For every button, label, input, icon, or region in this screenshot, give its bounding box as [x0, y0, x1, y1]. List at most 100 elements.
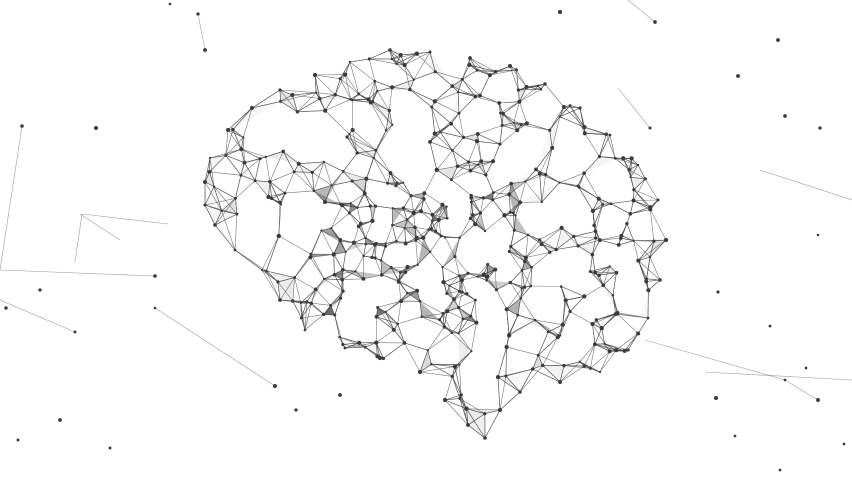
brain-node: [329, 303, 333, 307]
brain-edge: [266, 270, 279, 283]
brain-facet: [487, 264, 496, 277]
brain-edge: [413, 192, 425, 213]
brain-edge: [509, 65, 527, 88]
brain-edge: [375, 205, 393, 209]
brain-facet: [493, 125, 503, 162]
brain-facet: [334, 269, 343, 280]
brain-edge: [280, 94, 293, 102]
brain-edge: [633, 240, 639, 261]
stray-node: [273, 384, 277, 388]
brain-node: [430, 105, 434, 109]
brain-edge: [432, 214, 448, 219]
brain-edge: [292, 92, 317, 96]
brain-node: [509, 210, 512, 214]
brain-node: [358, 221, 363, 226]
brain-node: [442, 281, 446, 284]
brain-node: [348, 132, 351, 136]
brain-node: [493, 69, 498, 74]
brain-node: [559, 225, 564, 230]
brain-node: [403, 226, 406, 230]
brain-node: [432, 131, 437, 136]
brain-edge: [387, 182, 404, 184]
brain-node: [473, 298, 477, 302]
brain-edge: [374, 257, 383, 276]
brain-edge: [458, 292, 463, 308]
brain-facet: [404, 219, 415, 229]
brain-node: [430, 362, 433, 366]
brain-node: [224, 153, 228, 157]
brain-edge: [243, 107, 253, 138]
brain-edge: [458, 307, 477, 323]
brain-node: [402, 62, 407, 68]
brain-edge: [283, 151, 299, 164]
brain-edge: [521, 124, 550, 131]
brain-edge: [599, 349, 617, 373]
brain-edge: [235, 175, 242, 199]
brain-edge: [531, 252, 550, 268]
brain-facet: [483, 192, 494, 200]
brain-edge: [537, 336, 559, 356]
brain-node: [497, 407, 503, 413]
brain-edge: [227, 129, 242, 150]
brain-edge: [506, 346, 539, 356]
brain-edge: [470, 212, 481, 219]
brain-edge: [429, 51, 436, 72]
stray-node: [73, 330, 77, 334]
brain-facet: [463, 134, 478, 142]
brain-edge: [494, 269, 497, 290]
brain-node: [614, 347, 619, 353]
brain-edge: [499, 129, 518, 145]
brain-edge: [646, 278, 661, 281]
brain-edge: [214, 210, 222, 226]
brain-edge: [353, 237, 366, 243]
brain-edge: [577, 245, 593, 255]
brain-node: [523, 255, 528, 260]
brain-node: [500, 123, 504, 127]
brain-edge: [392, 79, 414, 88]
brain-edge: [497, 346, 507, 378]
brain-edge: [340, 239, 354, 243]
brain-edge: [475, 300, 477, 323]
brain-edge: [470, 218, 486, 232]
brain-nodes: [202, 48, 669, 440]
brain-node: [483, 412, 487, 416]
brain-node: [436, 217, 441, 222]
stray-node: [816, 233, 820, 237]
brain-edge: [298, 161, 324, 164]
brain-node: [445, 309, 450, 314]
brain-node: [320, 229, 323, 232]
brain-edge: [569, 105, 585, 128]
brain-node: [395, 62, 398, 66]
brain-facet: [386, 110, 393, 131]
brain-node: [512, 121, 515, 124]
brain-edge: [524, 267, 532, 288]
brain-edge: [454, 366, 462, 396]
brain-edge: [444, 326, 459, 334]
brain-edge: [442, 313, 445, 328]
brain-edge: [592, 254, 596, 273]
brain-edge: [429, 141, 453, 151]
brain-edge: [298, 163, 313, 173]
brain-node: [614, 270, 619, 275]
stray-edge: [81, 213, 169, 225]
stray-node: [783, 114, 787, 118]
brain-edge: [342, 270, 356, 280]
brain-edge: [508, 319, 536, 335]
brain-edge: [364, 193, 376, 207]
brain-edge: [472, 214, 486, 232]
brain-edge: [515, 202, 521, 216]
brain-node: [494, 288, 498, 292]
brain-edge: [204, 204, 222, 212]
brain-facet: [349, 203, 358, 214]
brain-facet: [407, 290, 421, 302]
brain-node: [543, 82, 547, 86]
brain-edge: [519, 88, 542, 102]
brain-edge: [339, 336, 366, 348]
brain-edge: [284, 171, 295, 194]
brain-edge: [436, 165, 458, 171]
brain-edge: [241, 148, 261, 159]
brain-edge: [463, 133, 478, 138]
brain-edge: [477, 269, 496, 277]
brain-facet: [452, 79, 463, 93]
brain-edge: [344, 61, 351, 75]
